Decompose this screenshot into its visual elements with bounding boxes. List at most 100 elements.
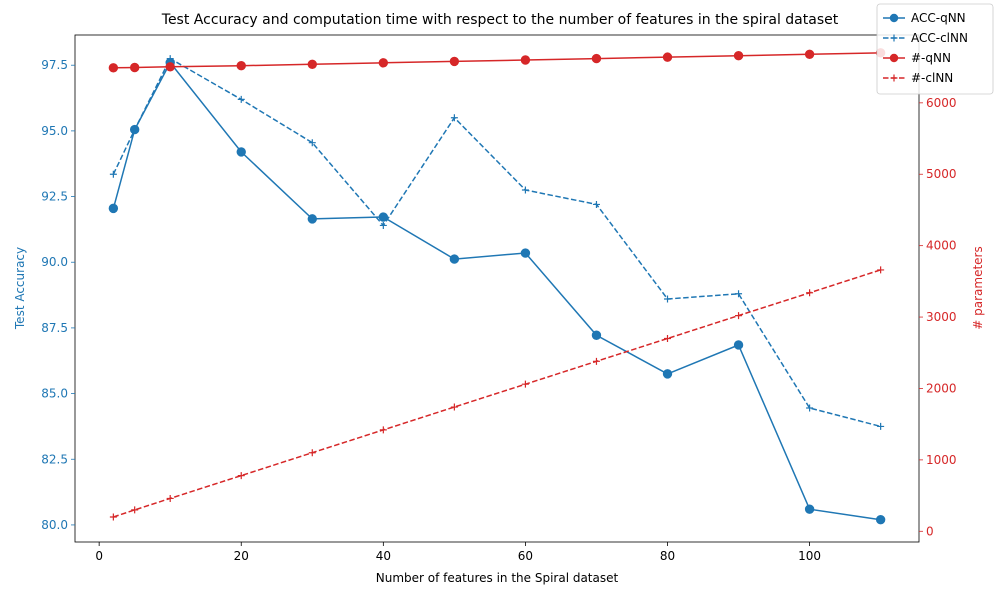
data-point [131,126,139,134]
y-right-tick-label: 5000 [926,167,957,181]
data-point [166,494,174,502]
data-point [109,170,117,178]
data-point [108,63,119,73]
y-right-tick-label: 6000 [926,96,957,110]
legend-label: #-qNN [911,51,951,65]
y-axis-right-label: # parameters [971,246,985,329]
x-tick-label: 40 [376,549,391,563]
data-point [237,472,245,480]
data-point [804,504,815,514]
data-point [129,62,140,73]
legend-marker [890,34,898,42]
series-#-clNN [109,266,885,521]
legend-label: #-clNN [911,71,953,85]
data-point [520,248,531,258]
x-axis: 0 20 40 60 80 100 [95,542,821,563]
legend-item: #-clNN [883,71,953,85]
legend-marker [890,74,898,82]
y-right-tick-label: 4000 [926,239,957,253]
series-line [112,57,881,428]
data-point [735,312,743,320]
data-point [379,221,387,229]
data-point [735,290,743,298]
x-tick-label: 60 [518,549,533,563]
data-point [662,369,673,379]
legend-label: ACC-qNN [911,11,966,25]
data-point [166,55,174,63]
data-point [875,514,886,525]
data-point [237,95,245,103]
series-#-qNN [108,48,886,73]
legend-box [876,3,994,95]
data-point [733,51,744,61]
series-line [112,61,881,521]
data-point [131,506,139,514]
data-point [591,53,602,64]
data-point [378,58,389,68]
series-ACC-qNN [108,57,886,525]
data-point [108,203,119,214]
y-left-tick-label: 97.5 [41,58,68,72]
legend-item: ACC-qNN [883,11,966,25]
y-right-tick-label: 1000 [926,453,957,467]
x-tick-label: 80 [660,549,675,563]
y-axis-left: 80.0 82.5 85.0 87.5 90.0 92.5 95.0 97.5 [41,58,75,532]
data-point [378,212,389,222]
y-axis-left-label: Test Accuracy [13,247,27,330]
series-line [113,269,881,518]
series-layer [108,48,886,525]
data-point [521,186,529,194]
series-line [113,52,881,69]
y-left-tick-label: 95.0 [41,124,68,138]
data-point [806,404,814,412]
x-tick-label: 100 [798,549,821,563]
x-tick-label: 0 [95,549,103,563]
x-tick-label: 20 [234,549,249,563]
legend-marker [889,53,899,63]
y-right-tick-label: 2000 [926,381,957,395]
legend-item: #-qNN [883,51,951,65]
data-point [804,49,815,59]
data-point [520,55,531,65]
data-point [664,295,672,303]
data-point [877,422,885,430]
data-point [664,334,672,342]
y-axis-right: 0 1000 2000 3000 4000 5000 6000 [919,96,957,538]
data-point [109,513,117,521]
data-point [733,340,744,350]
data-point [308,139,316,147]
y-left-tick-label: 80.0 [41,518,68,532]
legend-item: ACC-clNN [883,31,968,45]
data-point [806,289,814,297]
x-axis-label: Number of features in the Spiral dataset [376,571,619,585]
legend-label: ACC-clNN [911,31,968,45]
y-left-tick-label: 92.5 [41,190,68,204]
data-point [236,147,246,157]
plot-frame [74,34,920,543]
data-point [662,52,673,62]
data-point [307,59,317,69]
data-point [591,330,602,340]
y-left-tick-label: 87.5 [41,321,68,335]
data-point [307,214,317,224]
chart-title: Test Accuracy and computation time with … [161,12,839,28]
data-point [236,61,246,71]
y-right-tick-label: 3000 [926,310,957,324]
data-point [450,403,458,411]
legend: ACC-qNN ACC-clNN #-qNN #-clNN [876,3,994,95]
y-left-tick-label: 90.0 [41,255,68,269]
data-point [165,62,175,72]
data-point [308,449,316,457]
data-point [877,266,885,274]
legend-marker [889,13,899,23]
data-point [592,357,600,365]
series-ACC-clNN [109,55,885,430]
y-left-tick-label: 85.0 [41,387,68,401]
y-left-tick-label: 82.5 [41,452,68,466]
y-right-tick-label: 0 [926,524,934,538]
data-point [449,254,460,264]
data-point [592,200,600,208]
data-point [379,426,387,434]
data-point [449,56,460,67]
